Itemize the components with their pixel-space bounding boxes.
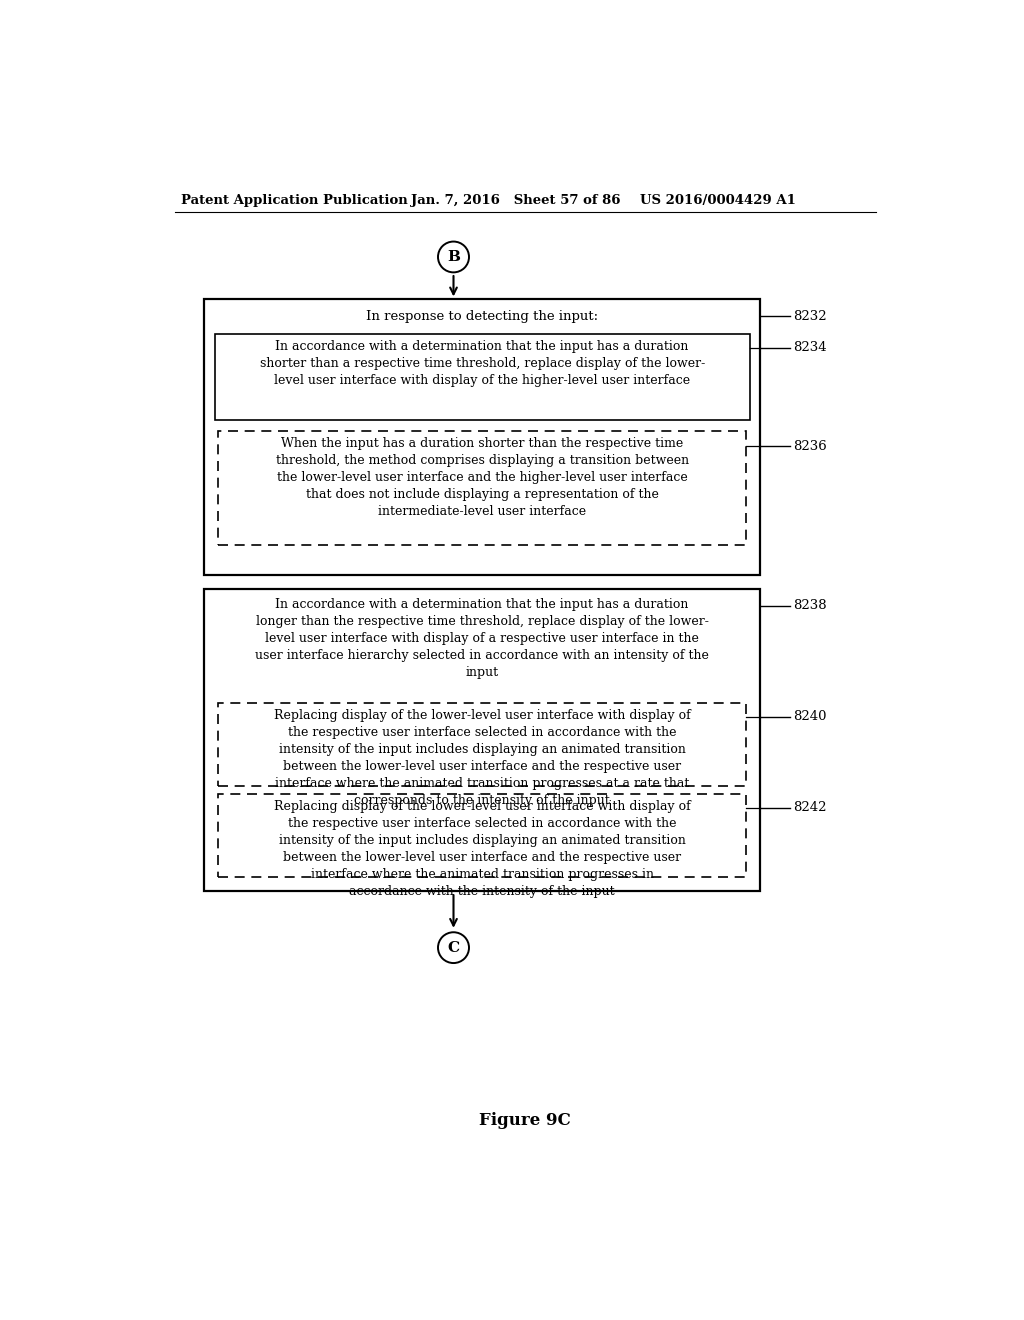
Text: 8238: 8238: [793, 599, 826, 612]
Text: C: C: [447, 941, 460, 954]
Bar: [204, 589, 761, 891]
Text: Replacing display of the lower-level user interface with display of
the respecti: Replacing display of the lower-level use…: [273, 800, 690, 898]
Bar: [218, 430, 746, 545]
Text: In response to detecting the input:: In response to detecting the input:: [367, 310, 598, 323]
Text: 8242: 8242: [793, 801, 826, 814]
Bar: [215, 334, 750, 420]
Text: 8234: 8234: [793, 342, 826, 354]
Text: In accordance with a determination that the input has a duration
shorter than a : In accordance with a determination that …: [259, 341, 705, 387]
Text: B: B: [447, 249, 460, 264]
Text: Replacing display of the lower-level user interface with display of
the respecti: Replacing display of the lower-level use…: [273, 709, 690, 807]
Text: 8232: 8232: [793, 310, 826, 323]
Text: 8236: 8236: [793, 440, 826, 453]
Bar: [204, 300, 761, 576]
Text: US 2016/0004429 A1: US 2016/0004429 A1: [640, 194, 796, 207]
Text: Figure 9C: Figure 9C: [479, 1113, 570, 1130]
Text: When the input has a duration shorter than the respective time
threshold, the me: When the input has a duration shorter th…: [275, 437, 689, 519]
Text: Jan. 7, 2016   Sheet 57 of 86: Jan. 7, 2016 Sheet 57 of 86: [411, 194, 621, 207]
Text: Patent Application Publication: Patent Application Publication: [180, 194, 408, 207]
Bar: [218, 702, 746, 785]
Text: In accordance with a determination that the input has a duration
longer than the: In accordance with a determination that …: [255, 598, 709, 678]
Bar: [218, 793, 746, 876]
Text: 8240: 8240: [793, 710, 826, 723]
